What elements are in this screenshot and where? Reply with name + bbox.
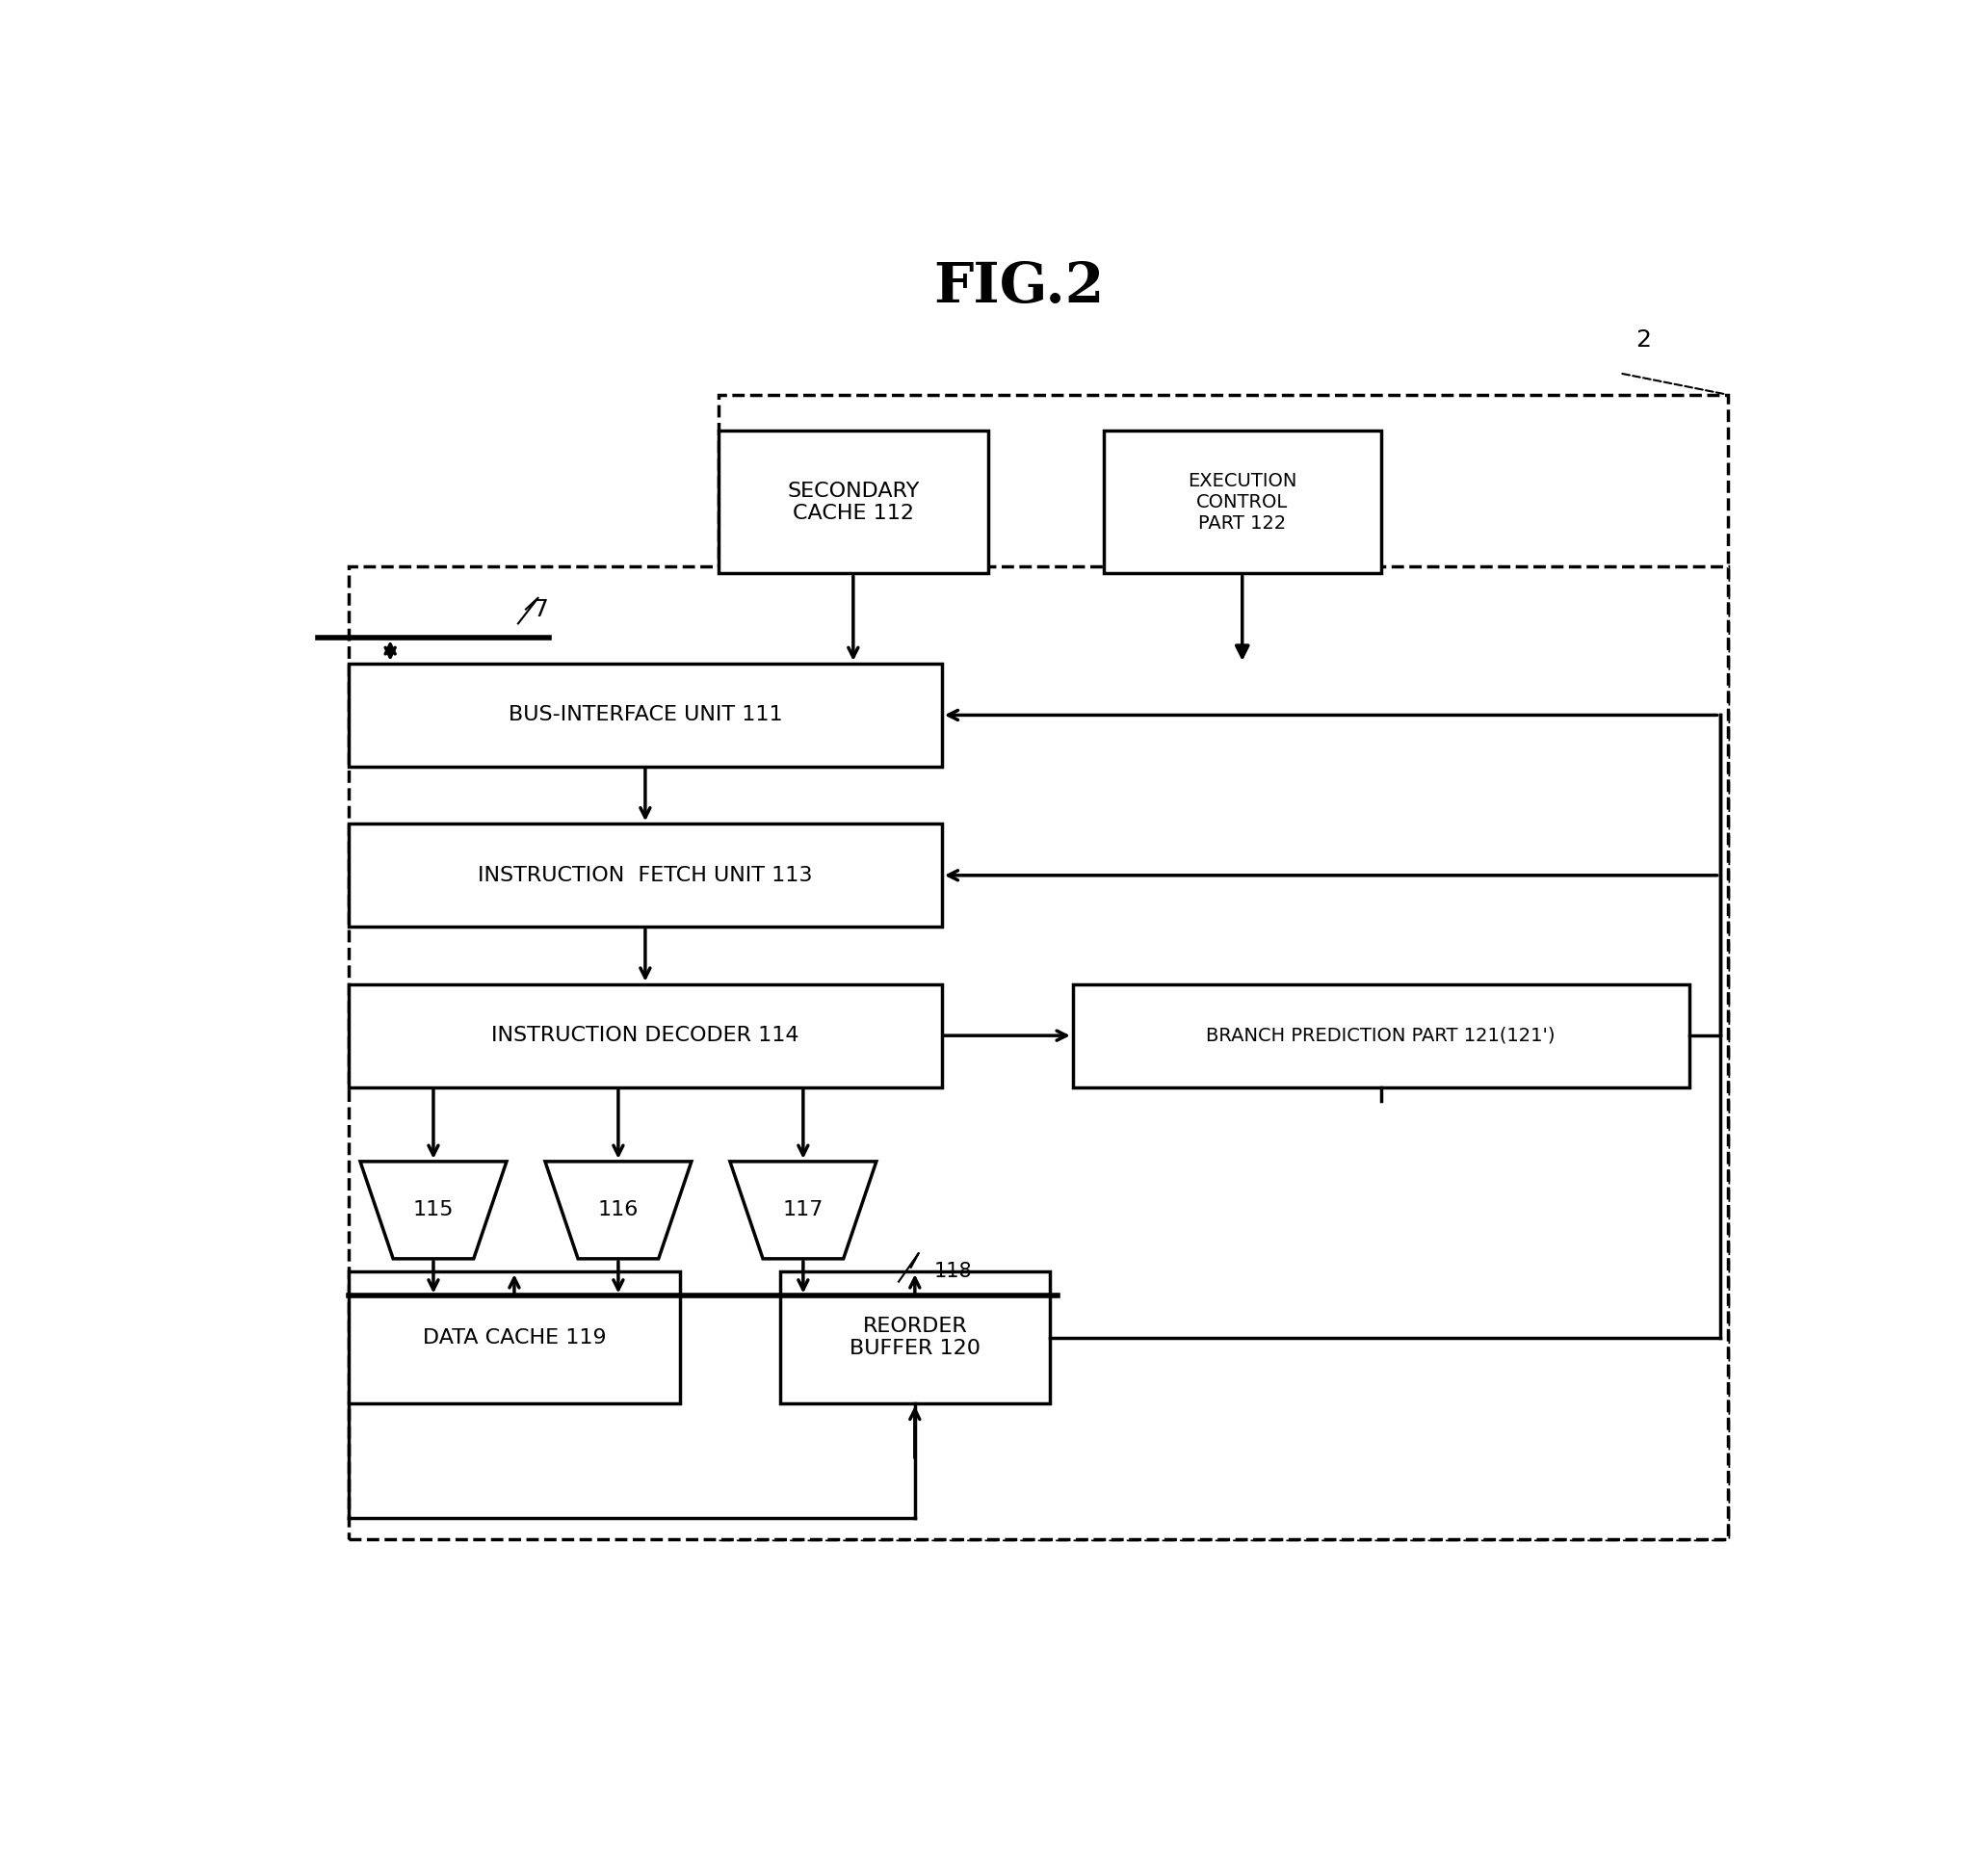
Text: 115: 115 [414,1200,453,1219]
Text: 7: 7 [533,598,549,621]
Text: EXECUTION
CONTROL
PART 122: EXECUTION CONTROL PART 122 [1187,472,1296,531]
Text: INSTRUCTION DECODER 114: INSTRUCTION DECODER 114 [491,1026,799,1046]
Text: BUS-INTERFACE UNIT 111: BUS-INTERFACE UNIT 111 [509,706,783,725]
Bar [718,394,1728,1538]
Text: 116: 116 [598,1200,638,1219]
Bar [348,1271,680,1403]
Text: 2: 2 [1634,329,1650,351]
Bar [718,431,988,574]
Text: INSTRUCTION  FETCH UNIT 113: INSTRUCTION FETCH UNIT 113 [477,866,813,884]
Polygon shape [730,1161,877,1258]
Polygon shape [545,1161,692,1258]
Text: 117: 117 [783,1200,823,1219]
Text: REORDER
BUFFER 120: REORDER BUFFER 120 [849,1317,980,1358]
Text: SECONDARY
CACHE 112: SECONDARY CACHE 112 [787,481,918,522]
Bar [1074,985,1690,1087]
Bar [348,663,942,767]
Text: DATA CACHE 119: DATA CACHE 119 [423,1328,606,1347]
Text: FIG.2: FIG.2 [934,260,1103,314]
Polygon shape [360,1161,507,1258]
Bar [348,823,942,927]
Text: BRANCH PREDICTION PART 121(121'): BRANCH PREDICTION PART 121(121') [1207,1026,1555,1044]
Bar [348,985,942,1087]
Text: 118: 118 [934,1262,972,1282]
Bar [1103,431,1382,574]
Bar [779,1271,1050,1403]
Bar [348,567,1728,1538]
